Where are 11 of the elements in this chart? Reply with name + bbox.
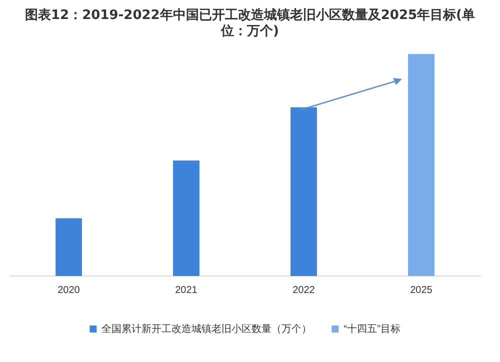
bar — [290, 107, 317, 276]
x-tick-label: 2020 — [58, 284, 80, 296]
bar — [408, 54, 434, 276]
legend-label: “十四五”目标 — [344, 322, 400, 335]
chart-title: 图表12：2019-2022年中国已开工改造城镇老旧小区数量及2025年目标(单位：万个) — [24, 8, 476, 40]
legend-label: 全国累计新开工改造城镇老旧小区数量（万个） — [102, 322, 312, 335]
bar — [173, 160, 200, 276]
x-tick-label: 2021 — [175, 284, 198, 296]
x-tick-label: 2025 — [410, 284, 433, 296]
x-tick-label: 2022 — [292, 284, 316, 296]
bar — [56, 218, 82, 276]
